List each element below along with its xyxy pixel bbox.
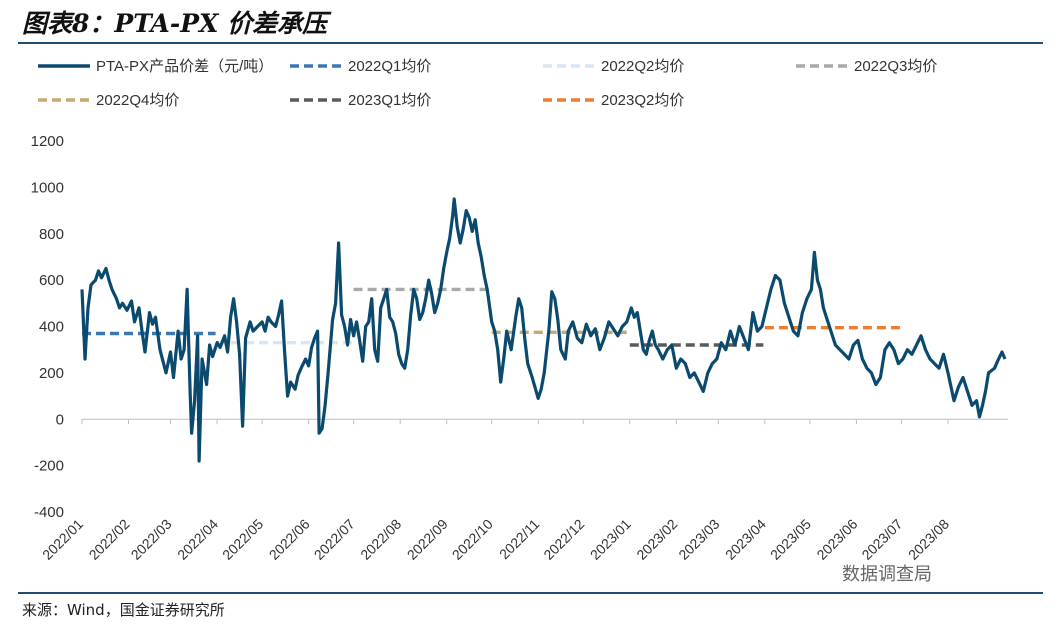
y-tick-label: 600 <box>39 272 64 289</box>
watermark: 数据调查局 <box>842 564 932 585</box>
x-tick-label: 2022/11 <box>496 516 543 563</box>
x-tick-label: 2022/04 <box>174 516 221 563</box>
y-tick-label: 200 <box>39 365 64 382</box>
x-tick-label: 2022/06 <box>266 516 313 563</box>
y-tick-label: 1000 <box>31 179 64 196</box>
legend-label: 2022Q1均价 <box>348 58 431 75</box>
x-tick-label: 2023/01 <box>587 516 634 563</box>
legend-label: 2022Q3均价 <box>854 58 937 75</box>
source-note: 来源：Wind，国金证券研究所 <box>22 601 225 619</box>
y-tick-label: 800 <box>39 226 64 243</box>
x-tick-label: 2022/03 <box>128 516 175 563</box>
title-divider <box>18 42 1043 44</box>
x-tick-label: 2023/02 <box>633 516 680 563</box>
y-tick-label: -400 <box>34 504 64 521</box>
x-tick-label: 2022/01 <box>39 516 86 563</box>
legend-label: 2023Q1均价 <box>348 92 431 109</box>
x-tick-label: 2022/12 <box>540 516 587 563</box>
x-tick-label: 2022/05 <box>219 516 266 563</box>
legend-label: PTA-PX产品价差（元/吨） <box>96 58 273 75</box>
legend: PTA-PX产品价差（元/吨） 2022Q1均价 2022Q2均价 2022Q3均价 2… <box>38 58 937 109</box>
y-tick-label: 1200 <box>31 133 64 150</box>
legend-label: 2022Q2均价 <box>601 58 684 75</box>
x-tick-label: 2022/08 <box>357 516 404 563</box>
footer-divider <box>18 592 1043 594</box>
page-title: 图表8：PTA-PX 价差承压 <box>22 9 328 38</box>
legend-label: 2023Q2均价 <box>601 92 684 109</box>
legend-label: 2022Q4均价 <box>96 92 179 109</box>
x-tick-label: 2022/07 <box>311 516 358 563</box>
x-tick-label: 2022/10 <box>449 516 496 563</box>
spread-series-line <box>80 197 1007 463</box>
x-tick-label: 2023/03 <box>675 516 722 563</box>
y-tick-label: -200 <box>34 458 64 475</box>
y-tick-label: 0 <box>56 411 64 428</box>
y-axis: -400 -200 0 200 400 600 800 1000 1200 <box>31 133 64 521</box>
series-layer <box>80 197 1007 463</box>
x-tick-label: 2023/07 <box>858 516 905 563</box>
x-tick-label: 2022/02 <box>86 516 133 563</box>
x-tick-label: 2022/09 <box>404 516 451 563</box>
x-tick-label: 2023/04 <box>722 516 769 563</box>
x-tick-label: 2023/08 <box>905 516 952 563</box>
y-tick-label: 400 <box>39 319 64 336</box>
x-tick-label: 2023/06 <box>813 516 860 563</box>
x-tick-label: 2023/05 <box>767 516 814 563</box>
